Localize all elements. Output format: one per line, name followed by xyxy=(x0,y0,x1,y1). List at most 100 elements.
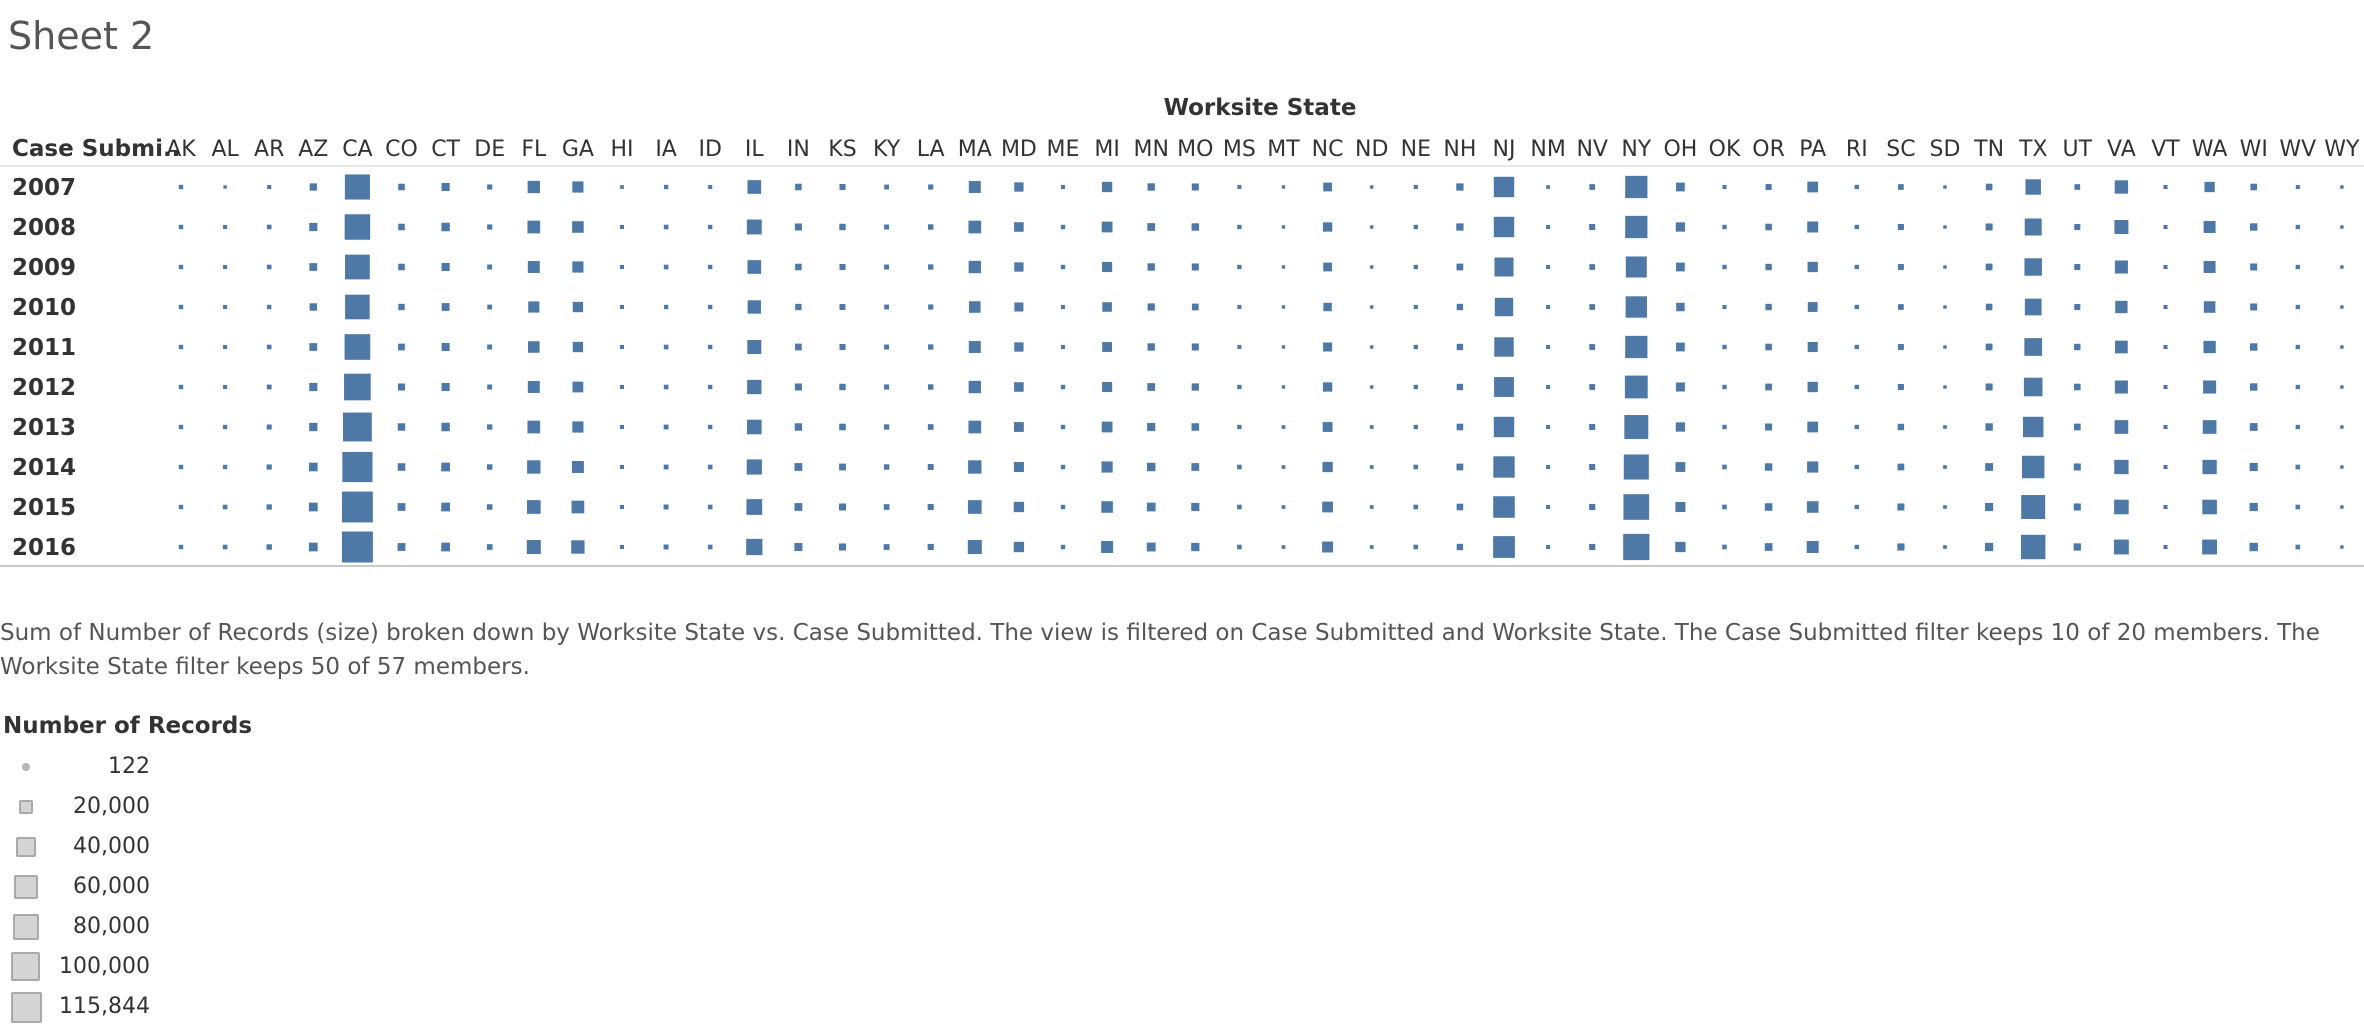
mark-fl-2012[interactable] xyxy=(528,381,540,393)
mark-az-2013[interactable] xyxy=(309,423,317,431)
mark-mo-2016[interactable] xyxy=(1191,543,1199,551)
mark-oh-2007[interactable] xyxy=(1676,183,1685,192)
mark-ok-2011[interactable] xyxy=(1722,345,1726,349)
mark-pa-2012[interactable] xyxy=(1808,382,1818,392)
mark-nj-2016[interactable] xyxy=(1493,536,1515,558)
mark-sd-2011[interactable] xyxy=(1943,345,1946,348)
mark-mn-2007[interactable] xyxy=(1147,183,1154,190)
mark-vt-2011[interactable] xyxy=(2163,345,2167,349)
case-submitted-header[interactable]: Case Submi.. xyxy=(12,136,180,162)
mark-tx-2009[interactable] xyxy=(2024,258,2041,275)
legend-entry[interactable]: 40,000 xyxy=(0,827,150,867)
mark-mn-2011[interactable] xyxy=(1147,343,1154,350)
mark-pa-2008[interactable] xyxy=(1807,222,1818,233)
mark-id-2013[interactable] xyxy=(708,425,712,429)
mark-az-2016[interactable] xyxy=(309,543,318,552)
mark-sd-2007[interactable] xyxy=(1943,185,1946,188)
mark-mn-2016[interactable] xyxy=(1147,543,1156,552)
mark-md-2010[interactable] xyxy=(1014,302,1023,311)
mark-az-2008[interactable] xyxy=(309,223,317,231)
mark-in-2009[interactable] xyxy=(795,264,802,271)
mark-az-2009[interactable] xyxy=(309,263,317,271)
mark-fl-2013[interactable] xyxy=(527,421,540,434)
mark-fl-2010[interactable] xyxy=(528,301,539,312)
mark-de-2010[interactable] xyxy=(487,305,492,310)
mark-ma-2013[interactable] xyxy=(968,421,981,434)
mark-az-2015[interactable] xyxy=(309,503,318,512)
mark-la-2012[interactable] xyxy=(928,384,933,389)
mark-ks-2013[interactable] xyxy=(839,424,846,431)
mark-mi-2014[interactable] xyxy=(1102,461,1113,472)
mark-nj-2010[interactable] xyxy=(1495,298,1513,316)
mark-hi-2012[interactable] xyxy=(620,385,624,389)
col-label-nd[interactable]: ND xyxy=(1355,137,1388,162)
mark-oh-2015[interactable] xyxy=(1675,502,1685,512)
mark-pa-2015[interactable] xyxy=(1807,501,1819,513)
mark-al-2014[interactable] xyxy=(223,465,227,469)
mark-ia-2011[interactable] xyxy=(664,345,669,350)
mark-mi-2016[interactable] xyxy=(1101,541,1113,553)
col-label-al[interactable]: AL xyxy=(211,137,239,162)
mark-tx-2012[interactable] xyxy=(2024,378,2043,397)
mark-nh-2013[interactable] xyxy=(1457,424,1464,431)
mark-vt-2012[interactable] xyxy=(2163,385,2167,389)
mark-il-2008[interactable] xyxy=(747,220,762,235)
col-label-ga[interactable]: GA xyxy=(562,137,594,162)
mark-sd-2012[interactable] xyxy=(1943,385,1946,388)
mark-ut-2011[interactable] xyxy=(2074,344,2080,350)
mark-fl-2016[interactable] xyxy=(527,540,541,554)
mark-ri-2009[interactable] xyxy=(1855,265,1859,269)
mark-nd-2008[interactable] xyxy=(1370,225,1373,228)
mark-va-2014[interactable] xyxy=(2114,460,2128,474)
mark-sc-2015[interactable] xyxy=(1897,503,1904,510)
mark-az-2007[interactable] xyxy=(310,183,317,190)
row-label-2012[interactable]: 2012 xyxy=(12,375,76,401)
mark-ca-2007[interactable] xyxy=(345,174,370,199)
mark-mt-2011[interactable] xyxy=(1282,345,1285,348)
mark-oh-2010[interactable] xyxy=(1676,303,1684,311)
mark-ma-2015[interactable] xyxy=(968,500,982,514)
mark-sc-2016[interactable] xyxy=(1897,543,1904,550)
mark-ar-2015[interactable] xyxy=(267,504,272,509)
mark-hi-2016[interactable] xyxy=(620,545,624,549)
mark-oh-2009[interactable] xyxy=(1676,263,1685,272)
mark-in-2010[interactable] xyxy=(795,304,801,310)
mark-ri-2010[interactable] xyxy=(1855,305,1859,309)
mark-ak-2012[interactable] xyxy=(179,385,183,389)
mark-ky-2009[interactable] xyxy=(884,265,889,270)
mark-wv-2011[interactable] xyxy=(2296,345,2300,349)
mark-sd-2009[interactable] xyxy=(1943,265,1946,268)
mark-fl-2009[interactable] xyxy=(528,261,540,273)
mark-nc-2016[interactable] xyxy=(1322,542,1333,553)
col-label-ak[interactable]: AK xyxy=(166,137,196,162)
mark-wv-2008[interactable] xyxy=(2296,225,2300,229)
mark-tn-2012[interactable] xyxy=(1986,383,1993,390)
mark-fl-2015[interactable] xyxy=(527,500,541,514)
mark-al-2012[interactable] xyxy=(223,385,227,389)
mark-nv-2014[interactable] xyxy=(1589,464,1595,470)
row-label-2007[interactable]: 2007 xyxy=(12,175,76,201)
mark-ar-2013[interactable] xyxy=(267,425,272,430)
mark-wa-2013[interactable] xyxy=(2203,420,2217,434)
mark-wi-2007[interactable] xyxy=(2250,184,2257,191)
mark-nv-2012[interactable] xyxy=(1589,384,1595,390)
mark-md-2008[interactable] xyxy=(1014,222,1024,232)
mark-wv-2014[interactable] xyxy=(2296,465,2301,470)
mark-il-2013[interactable] xyxy=(747,420,762,435)
mark-nh-2009[interactable] xyxy=(1457,264,1464,271)
mark-ny-2016[interactable] xyxy=(1623,534,1649,560)
mark-ks-2016[interactable] xyxy=(839,543,846,550)
mark-mn-2013[interactable] xyxy=(1147,423,1155,431)
col-label-hi[interactable]: HI xyxy=(610,137,633,162)
mark-va-2016[interactable] xyxy=(2114,540,2129,555)
mark-vt-2015[interactable] xyxy=(2163,505,2167,509)
mark-ga-2008[interactable] xyxy=(572,221,584,233)
mark-wi-2013[interactable] xyxy=(2250,423,2258,431)
mark-ne-2012[interactable] xyxy=(1414,385,1418,389)
mark-sc-2013[interactable] xyxy=(1898,424,1904,430)
mark-wy-2009[interactable] xyxy=(2340,265,2343,268)
mark-wy-2013[interactable] xyxy=(2340,425,2343,428)
mark-ct-2016[interactable] xyxy=(441,543,450,552)
mark-sd-2008[interactable] xyxy=(1943,225,1946,228)
mark-nd-2013[interactable] xyxy=(1370,425,1374,429)
